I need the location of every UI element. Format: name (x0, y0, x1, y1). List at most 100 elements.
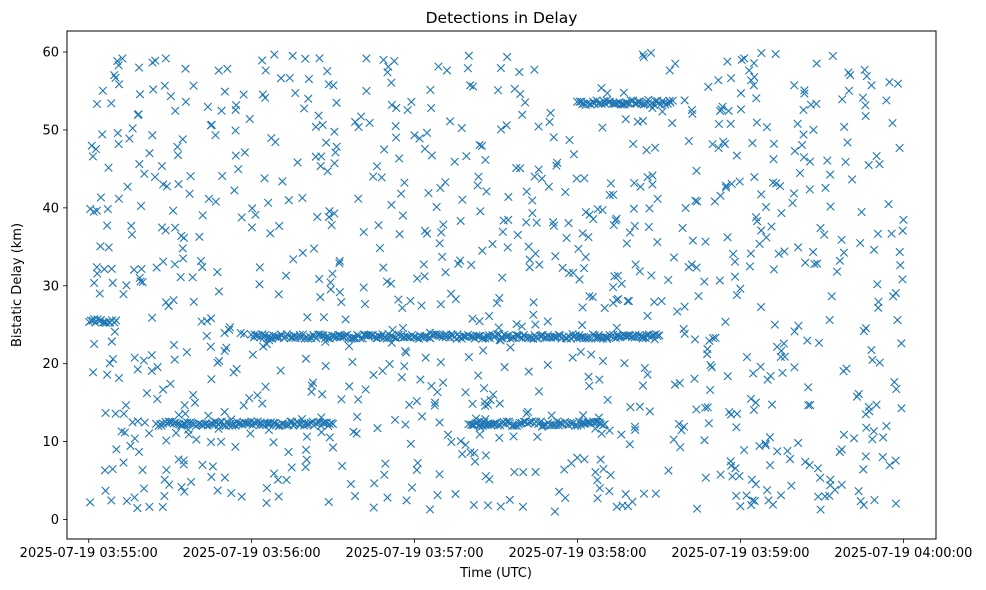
data-point (260, 93, 270, 102)
data-point (736, 89, 746, 98)
data-point (270, 418, 279, 428)
x-tick-label: 2025-07-19 04:00:00 (834, 546, 972, 561)
data-point (98, 86, 108, 95)
data-point (638, 50, 648, 59)
y-tick-label: 20 (42, 357, 59, 372)
data-point (129, 265, 139, 274)
data-point (809, 125, 818, 135)
data-point (534, 165, 543, 174)
data-point (867, 81, 876, 90)
data-point (612, 323, 622, 333)
data-point (643, 311, 652, 320)
data-point (189, 297, 198, 306)
data-point (584, 232, 593, 242)
data-point (441, 268, 450, 277)
data-point (585, 210, 594, 219)
data-point (257, 56, 267, 65)
data-point (691, 196, 700, 205)
data-point (597, 429, 606, 438)
data-point (216, 437, 226, 447)
data-point (382, 334, 391, 343)
data-point (745, 262, 755, 271)
data-point (727, 179, 736, 189)
data-point (532, 218, 541, 227)
data-point (445, 117, 455, 126)
data-point (100, 265, 109, 274)
data-point (599, 464, 608, 474)
data-point (578, 99, 587, 109)
data-point (274, 221, 284, 231)
data-point (300, 421, 309, 430)
data-point (803, 383, 813, 392)
data-point (679, 422, 689, 431)
data-point (205, 420, 214, 429)
data-point (635, 267, 644, 276)
data-point (826, 475, 835, 484)
data-point (533, 432, 542, 442)
data-point (522, 218, 531, 227)
data-point (739, 445, 749, 455)
data-point (204, 194, 214, 204)
data-point (567, 459, 576, 468)
data-point (220, 346, 229, 356)
data-point (585, 291, 594, 301)
data-point (105, 359, 114, 368)
data-point (390, 415, 400, 424)
data-point (324, 80, 333, 89)
data-point (580, 455, 589, 464)
data-point (407, 97, 416, 107)
data-point (547, 411, 556, 420)
data-point (790, 327, 799, 336)
data-point (805, 157, 815, 166)
y-tick-label: 60 (42, 46, 59, 61)
data-point (723, 372, 732, 381)
data-point (761, 439, 770, 448)
data-point (220, 473, 230, 482)
data-point (793, 438, 803, 448)
data-point (847, 175, 857, 184)
data-point (302, 455, 311, 464)
data-point (510, 467, 519, 477)
data-point (844, 86, 854, 96)
data-point (321, 138, 331, 147)
data-point (873, 303, 883, 312)
data-point (525, 263, 534, 272)
data-point (385, 359, 394, 369)
data-point (609, 220, 618, 230)
data-point (475, 316, 484, 326)
data-point (354, 395, 363, 404)
data-point (432, 202, 441, 212)
data-point (704, 419, 714, 428)
data-point (825, 315, 834, 325)
data-point (207, 472, 216, 482)
data-point (799, 153, 809, 162)
data-point (534, 387, 544, 396)
data-point (772, 179, 781, 188)
data-point (580, 173, 589, 183)
data-point (805, 400, 815, 410)
data-point (122, 281, 131, 290)
data-point (752, 94, 761, 103)
data-point (714, 119, 724, 129)
data-point (859, 500, 868, 510)
data-point (840, 122, 849, 132)
data-point (643, 172, 652, 182)
data-point (872, 400, 881, 409)
data-point (161, 298, 171, 307)
data-point (420, 272, 429, 281)
data-point (736, 284, 745, 293)
data-point (451, 489, 460, 499)
data-point (645, 204, 654, 213)
data-point (360, 299, 370, 309)
data-point (780, 352, 790, 361)
data-point (598, 356, 608, 366)
data-point (708, 334, 718, 343)
data-point (107, 264, 116, 274)
data-point (121, 401, 131, 410)
data-point (133, 365, 142, 374)
data-point (642, 145, 651, 155)
data-point (631, 260, 640, 269)
data-point (401, 420, 410, 429)
data-point (178, 254, 188, 263)
data-point (192, 435, 201, 444)
